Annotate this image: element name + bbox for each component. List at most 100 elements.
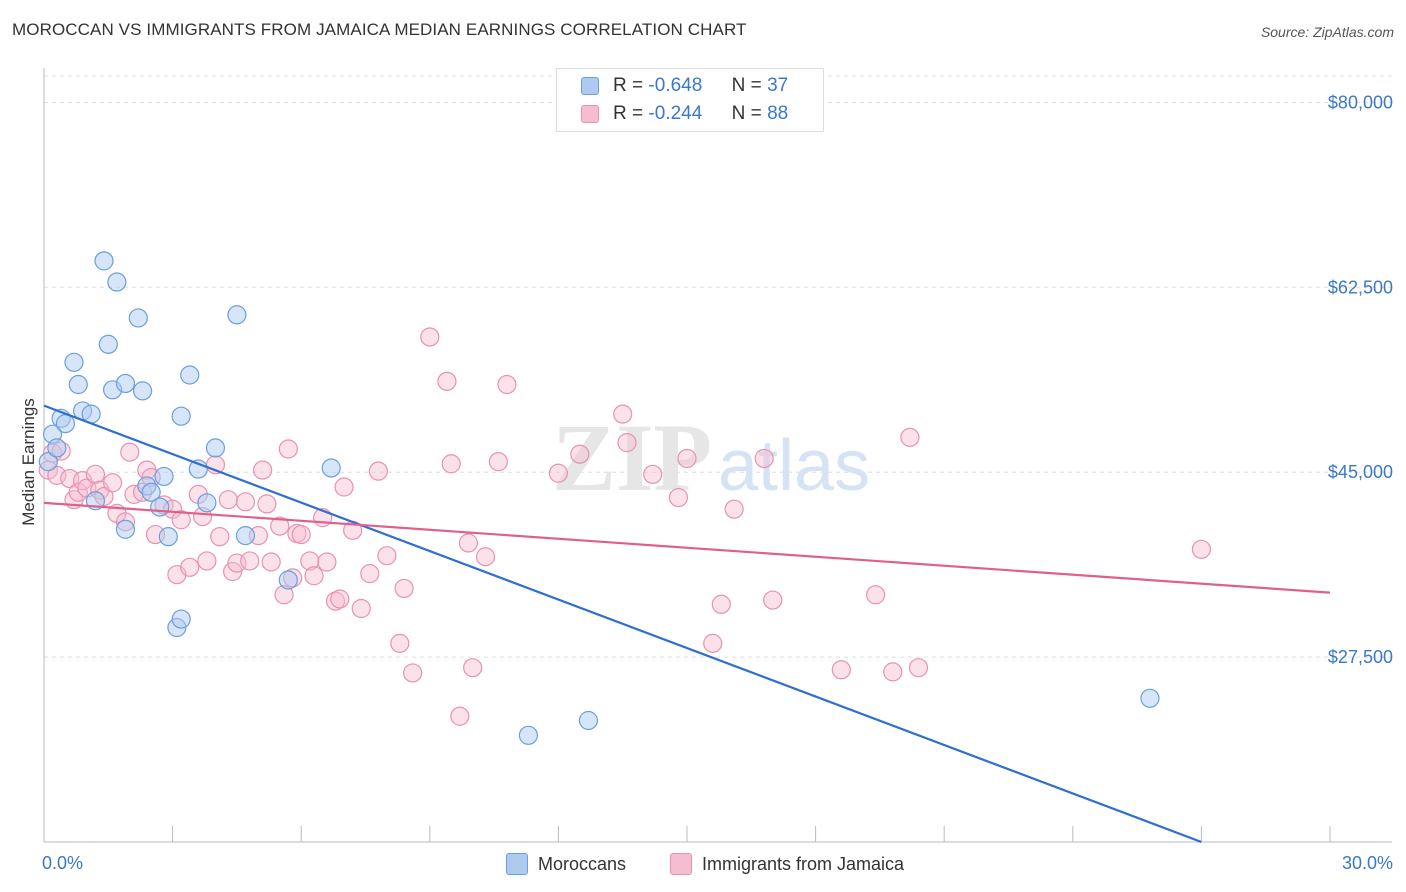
- point-jamaica: [463, 658, 483, 678]
- y-tick-label: $62,500: [1328, 277, 1393, 297]
- point-jamaica: [85, 464, 106, 484]
- legend-r-value: -0.648: [648, 75, 703, 96]
- point-jamaica: [218, 490, 238, 510]
- point-jamaica: [883, 662, 903, 682]
- x-axis-tick-labels: 0.0% 30.0%: [42, 853, 1393, 873]
- legend-n-value: 88: [767, 103, 789, 124]
- point-jamaica: [458, 533, 478, 553]
- point-jamaica: [754, 448, 774, 469]
- point-jamaica: [102, 473, 123, 493]
- legend-n-label: N =: [731, 103, 762, 124]
- point-jamaica: [441, 454, 461, 474]
- point-moroccans: [180, 365, 200, 385]
- point-moroccans: [64, 352, 84, 372]
- point-moroccans: [197, 493, 217, 513]
- source-label: Source: ZipAtlas.com: [1260, 24, 1394, 40]
- point-jamaica: [703, 633, 723, 653]
- point-jamaica: [377, 546, 397, 566]
- bottom-legend-moroccans: Moroccans: [506, 852, 626, 876]
- point-moroccans: [55, 414, 76, 434]
- point-moroccans: [227, 305, 247, 325]
- bottom-legend-label: Moroccans: [538, 853, 627, 874]
- point-moroccans: [158, 527, 178, 547]
- point-moroccans: [128, 308, 148, 328]
- point-jamaica: [450, 706, 470, 726]
- legend-r-label: R =: [613, 103, 644, 124]
- point-jamaica: [617, 433, 637, 453]
- point-moroccans: [68, 374, 88, 395]
- point-moroccans: [141, 482, 161, 502]
- y-axis-title: Median Earnings: [19, 398, 38, 526]
- legend-swatch-blue: [581, 77, 599, 95]
- point-jamaica: [548, 463, 569, 483]
- point-jamaica: [330, 589, 350, 609]
- point-jamaica: [197, 551, 217, 571]
- x-tick-label: 30.0%: [1342, 853, 1393, 873]
- gridlines: [44, 75, 1392, 658]
- legend-row-moroccans: R = -0.648 N = 37: [581, 73, 788, 99]
- point-moroccans: [171, 406, 191, 426]
- point-moroccans: [94, 251, 114, 271]
- point-jamaica: [261, 552, 281, 572]
- stats-legend: R = -0.648 N = 37 R = -0.244 N = 88: [556, 68, 824, 132]
- bottom-legend-jamaica: Immigrants from Jamaica: [670, 852, 904, 876]
- point-jamaica: [300, 551, 320, 571]
- y-tick-label: $27,500: [1328, 647, 1393, 667]
- point-jamaica: [235, 492, 256, 512]
- point-jamaica: [120, 442, 140, 462]
- series-moroccans-points: [38, 251, 1160, 745]
- point-jamaica: [613, 404, 633, 424]
- legend-r-value: -0.244: [648, 103, 703, 124]
- point-jamaica: [253, 460, 273, 480]
- point-jamaica: [1191, 539, 1212, 559]
- point-jamaica: [334, 477, 354, 497]
- point-moroccans: [98, 334, 118, 354]
- point-moroccans: [205, 438, 226, 458]
- chart-title: MOROCCAN VS IMMIGRANTS FROM JAMAICA MEDI…: [12, 20, 747, 39]
- point-jamaica: [304, 566, 324, 586]
- point-moroccans: [235, 525, 256, 546]
- point-jamaica: [210, 527, 230, 547]
- bottom-swatch-pink: [670, 853, 692, 875]
- y-tick-label: $80,000: [1328, 92, 1393, 112]
- point-jamaica: [171, 510, 191, 530]
- point-jamaica: [900, 427, 920, 447]
- bottom-swatch-blue: [506, 853, 528, 875]
- y-tick-label: $45,000: [1328, 462, 1393, 482]
- point-jamaica: [278, 439, 298, 459]
- point-jamaica: [291, 524, 311, 545]
- point-moroccans: [38, 452, 58, 472]
- point-jamaica: [403, 663, 423, 683]
- point-moroccans: [1140, 688, 1160, 708]
- point-moroccans: [278, 570, 298, 590]
- point-jamaica: [394, 578, 414, 599]
- watermark-zip: ZIP: [552, 404, 712, 511]
- legend-swatch-pink: [581, 105, 599, 123]
- trend-line-jamaica: [43, 501, 1331, 594]
- point-jamaica: [763, 590, 783, 610]
- point-jamaica: [368, 461, 388, 481]
- trend-line-moroccans: [43, 404, 1202, 844]
- x-tick-label: 0.0%: [42, 853, 83, 873]
- legend-n-value: 37: [767, 75, 789, 96]
- point-jamaica: [724, 499, 744, 519]
- trend-lines: [43, 404, 1331, 844]
- point-jamaica: [866, 585, 886, 605]
- point-moroccans: [150, 497, 170, 517]
- series-jamaica-points: [38, 327, 1212, 726]
- point-moroccans: [518, 725, 538, 745]
- watermark: ZIP atlas: [552, 404, 870, 511]
- point-jamaica: [351, 598, 371, 619]
- point-moroccans: [115, 373, 136, 394]
- point-jamaica: [570, 444, 590, 464]
- legend-row-jamaica: R = -0.244 N = 88: [581, 101, 788, 127]
- y-axis-tick-labels: $80,000 $62,500 $45,000 $27,500: [1328, 92, 1393, 667]
- point-moroccans: [47, 438, 67, 458]
- point-jamaica: [390, 633, 410, 653]
- point-moroccans: [154, 466, 174, 487]
- point-jamaica: [497, 374, 517, 395]
- watermark-atlas: atlas: [718, 426, 870, 506]
- point-jamaica: [475, 547, 496, 567]
- legend-r-label: R =: [613, 75, 644, 96]
- bottom-legend-label: Immigrants from Jamaica: [702, 853, 905, 874]
